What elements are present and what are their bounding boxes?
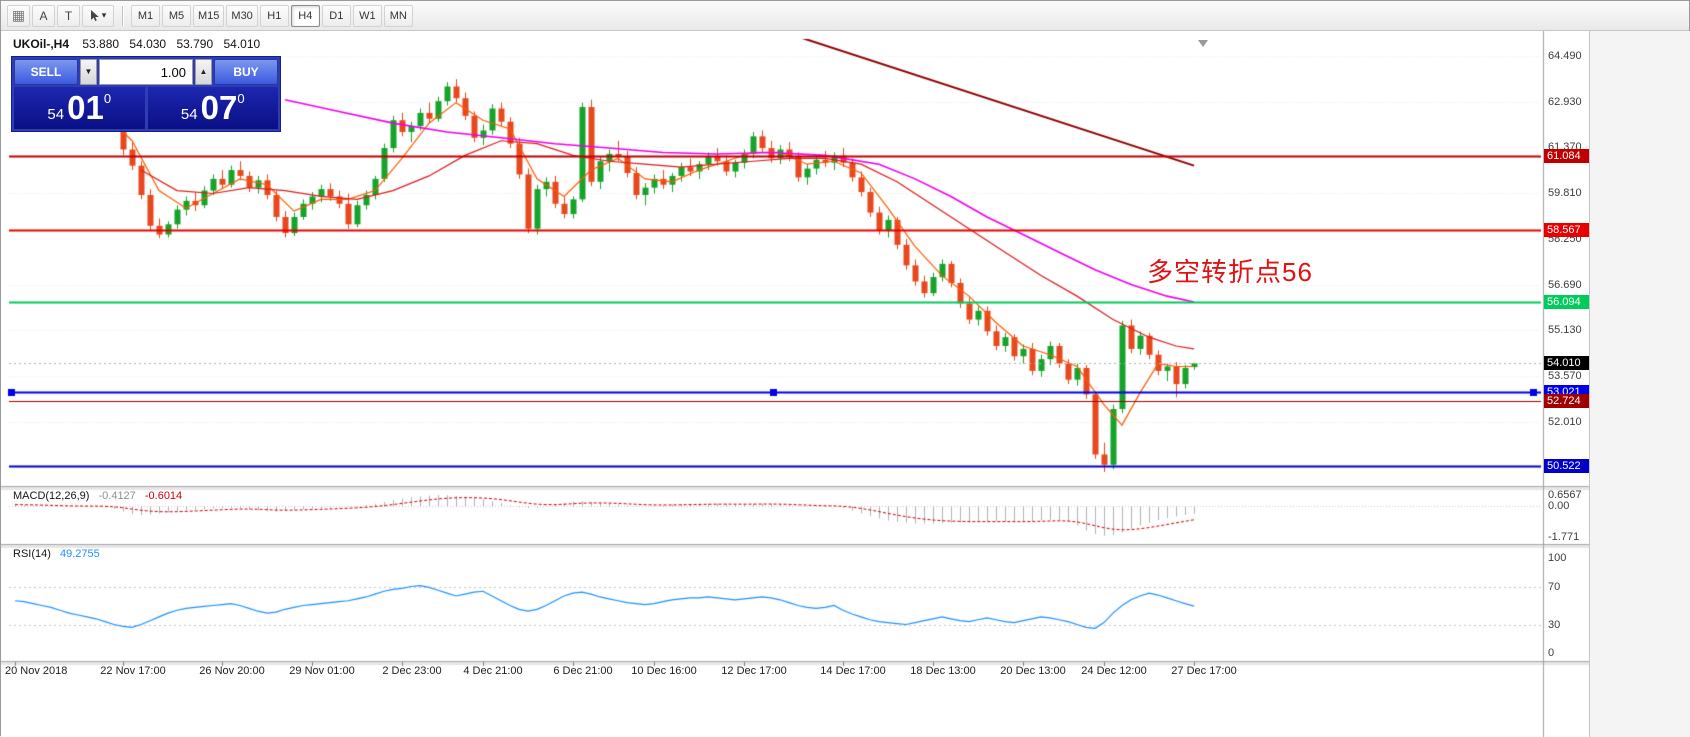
buy-price-sup: 0 xyxy=(237,91,245,106)
timeframe-button-D1[interactable]: D1 xyxy=(321,4,351,27)
rsi-value: 49.2755 xyxy=(59,548,100,560)
timeframe-button-W1[interactable]: W1 xyxy=(352,4,382,27)
one-click-trading-panel: SELL ▼ ▲ BUY 54 01 0 54 07 0 xyxy=(11,56,281,132)
buy-button[interactable]: BUY xyxy=(214,59,278,85)
macd-header: MACD(12,26,9) -0.4127 -0.6014 xyxy=(13,490,182,502)
sell-price-sup: 0 xyxy=(103,91,112,106)
rsi-title: RSI(14) xyxy=(13,548,51,560)
macd-signal-value: -0.6014 xyxy=(144,490,183,502)
sell-price-big: 01 xyxy=(67,89,104,126)
dropdown-caret-icon: ▾ xyxy=(101,10,107,20)
right-empty-area xyxy=(1589,31,1690,737)
low-value: 53.790 xyxy=(176,37,214,51)
macd-title: MACD(12,26,9) xyxy=(13,490,90,502)
timeframe-button-M1[interactable]: M1 xyxy=(131,4,160,27)
timeframe-button-MN[interactable]: MN xyxy=(383,4,413,27)
timeframe-button-H4[interactable]: H4 xyxy=(290,4,320,27)
chart-shift-marker[interactable] xyxy=(1198,40,1208,47)
toolbar-separator xyxy=(122,5,123,26)
volume-input[interactable] xyxy=(99,59,193,85)
chart-ohlc-header: UKOil-,H4 53.880 54.030 53.790 54.010 xyxy=(13,37,267,51)
chart-annotation: 多空转折点56 xyxy=(1147,257,1313,287)
arrow-tool-button[interactable]: A xyxy=(32,4,55,27)
close-value: 54.010 xyxy=(223,37,261,51)
price-chart-canvas[interactable] xyxy=(1,31,1589,737)
timeframe-button-M5[interactable]: M5 xyxy=(162,4,191,27)
buy-price-head: 54 xyxy=(180,106,198,123)
sell-button[interactable]: SELL xyxy=(14,59,78,85)
open-value: 53.880 xyxy=(82,37,120,51)
sell-price-display[interactable]: 54 01 0 xyxy=(14,87,145,129)
volume-increase-button[interactable]: ▲ xyxy=(195,59,212,85)
symbol-period-label: UKOil-,H4 xyxy=(13,37,70,51)
macd-main-value: -0.4127 xyxy=(98,490,136,502)
timeframe-button-M15[interactable]: M15 xyxy=(193,4,225,27)
cursor-icon xyxy=(90,9,99,21)
grid-icon[interactable]: ▦ xyxy=(7,4,30,27)
cursor-tool-button[interactable]: ▾ xyxy=(82,4,114,27)
rsi-header: RSI(14) 49.2755 xyxy=(13,548,100,560)
sell-price-head: 54 xyxy=(47,106,65,123)
buy-price-big: 07 xyxy=(200,89,238,126)
high-value: 54.030 xyxy=(129,37,167,51)
chart-window: UKOil-,H4 53.880 54.030 53.790 54.010 SE… xyxy=(1,31,1589,737)
toolbar: ▦ A T ▾ M1 M5 M15 M30 H1 H4 D1 W1 MN xyxy=(1,1,1689,31)
timeframe-button-M30[interactable]: M30 xyxy=(226,4,258,27)
text-tool-button[interactable]: T xyxy=(57,4,80,27)
timeframe-button-H1[interactable]: H1 xyxy=(259,4,289,27)
volume-decrease-button[interactable]: ▼ xyxy=(80,59,97,85)
timeframe-group: M1 M5 M15 M30 H1 H4 D1 W1 MN xyxy=(130,4,414,27)
buy-price-display[interactable]: 54 07 0 xyxy=(147,87,278,129)
